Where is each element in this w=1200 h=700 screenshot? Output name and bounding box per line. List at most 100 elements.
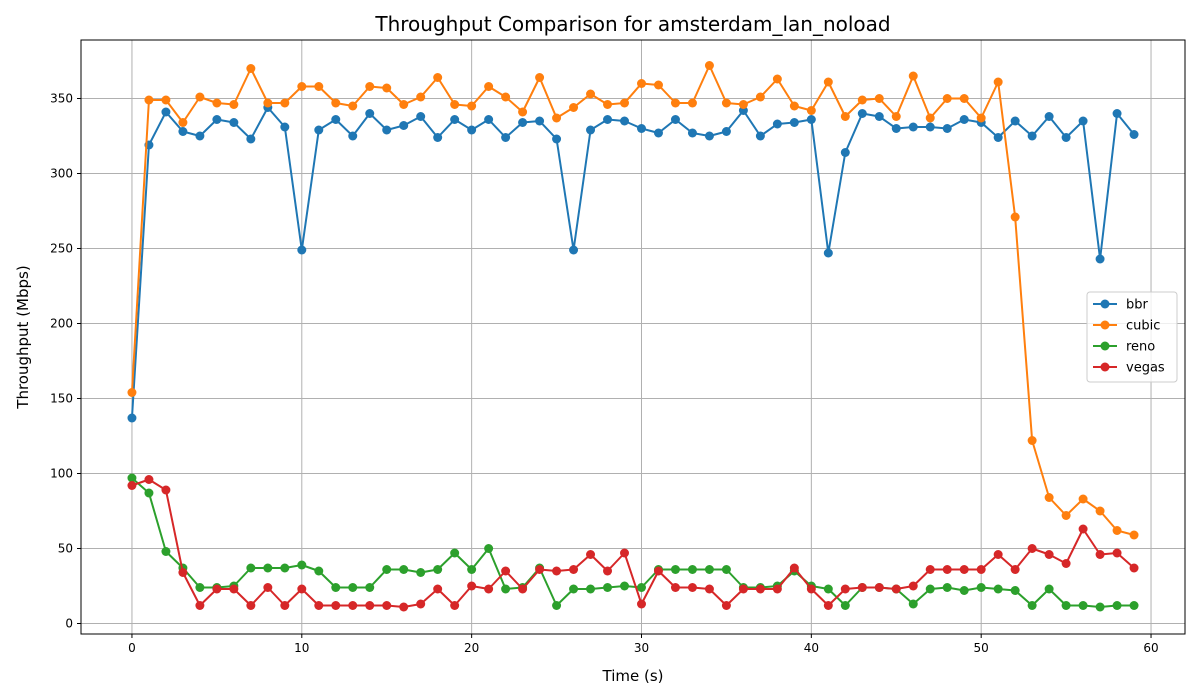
vegas-point — [484, 584, 494, 594]
bbr-point — [331, 115, 341, 124]
bbr-point — [653, 128, 663, 138]
bbr-point — [399, 121, 409, 130]
legend-swatch-marker — [1100, 341, 1110, 351]
cubic-point — [229, 100, 239, 109]
bbr-point — [586, 125, 596, 135]
bbr-point — [670, 115, 680, 124]
reno-point — [501, 584, 511, 594]
bbr-point — [704, 131, 714, 141]
reno-point — [569, 584, 579, 594]
cubic-point — [263, 98, 273, 108]
reno-point — [144, 488, 154, 498]
reno-point — [603, 583, 613, 592]
legend-label: reno — [1126, 340, 1155, 355]
vegas-point — [976, 565, 986, 574]
vegas-point — [229, 584, 239, 594]
bbr-point — [1129, 130, 1139, 139]
cubic-point — [603, 100, 613, 109]
vegas-point — [450, 601, 460, 610]
reno-point — [721, 565, 731, 574]
reno-point — [687, 565, 697, 574]
cubic-point — [280, 98, 290, 108]
vegas-point — [1112, 548, 1122, 558]
vegas-point — [993, 550, 1003, 559]
cubic-point — [127, 388, 137, 397]
reno-point — [1027, 601, 1037, 610]
vegas-point — [620, 548, 630, 558]
bbr-point — [636, 124, 646, 133]
cubic-point — [314, 82, 324, 91]
bbr-point — [1112, 109, 1122, 118]
vegas-point — [178, 568, 188, 577]
y-tick-label: 100 — [50, 467, 73, 481]
bbr-point — [908, 122, 918, 132]
vegas-point — [416, 599, 426, 609]
vegas-point — [1095, 550, 1105, 559]
cubic-point — [704, 61, 714, 70]
cubic-point — [1061, 511, 1071, 520]
reno-point — [450, 548, 460, 558]
reno-point — [993, 584, 1003, 594]
vegas-point — [942, 565, 952, 574]
bbr-point — [806, 115, 816, 124]
legend-item-vegas: vegas — [1093, 361, 1165, 376]
cubic-point — [331, 98, 341, 108]
legend-box — [1086, 291, 1178, 383]
reno-point — [365, 583, 375, 592]
bbr-point — [959, 115, 969, 124]
vegas-point — [670, 583, 680, 592]
vegas-point — [603, 566, 613, 576]
x-tick-label: 30 — [634, 641, 649, 655]
bbr-point — [721, 127, 731, 136]
vegas-point — [552, 566, 562, 576]
reno-point — [586, 584, 596, 594]
cubic-point — [636, 79, 646, 88]
reno-point — [433, 565, 443, 574]
cubic-point — [1112, 526, 1122, 535]
vegas-point — [925, 565, 935, 574]
bbr-point — [433, 133, 443, 142]
legend-swatch-marker — [1100, 362, 1110, 372]
reno-point — [195, 583, 205, 592]
bbr-point — [467, 125, 477, 135]
bbr-point — [840, 148, 850, 157]
series-reno — [127, 473, 1139, 612]
bbr-point — [823, 248, 833, 258]
reno-point — [399, 565, 409, 574]
legend-swatch-marker — [1100, 299, 1110, 309]
cubic-point — [874, 94, 884, 103]
legend-item-cubic: cubic — [1093, 319, 1160, 334]
vegas-point — [467, 581, 477, 591]
vegas-point — [653, 566, 663, 576]
bbr-point — [348, 131, 358, 141]
vegas-point — [857, 583, 867, 592]
vegas-point — [518, 584, 528, 594]
cubic-point — [1129, 530, 1139, 540]
reno-point — [280, 563, 290, 573]
bbr-point — [450, 115, 460, 124]
cubic-point — [382, 83, 392, 93]
x-tick-label: 0 — [128, 641, 136, 655]
cubic-point — [399, 100, 409, 109]
reno-point — [840, 601, 850, 610]
cubic-point — [518, 107, 528, 117]
reno-point — [620, 581, 630, 591]
bbr-point — [874, 112, 884, 121]
cubic-point — [365, 82, 375, 91]
series-cubic — [127, 61, 1139, 540]
y-tick-label: 350 — [50, 92, 73, 106]
cubic-point — [687, 98, 697, 108]
bbr-point — [297, 245, 307, 255]
cubic-point — [144, 95, 154, 105]
y-tick-label: 50 — [58, 542, 73, 556]
cubic-point — [993, 77, 1003, 87]
reno-point — [1061, 601, 1071, 610]
cubic-point — [552, 113, 562, 123]
cubic-point — [653, 80, 663, 90]
reno-point — [382, 565, 392, 574]
vegas-point — [823, 601, 833, 610]
legend-item-bbr: bbr — [1093, 298, 1149, 313]
vegas-point — [687, 583, 697, 592]
vegas-point — [246, 601, 256, 610]
